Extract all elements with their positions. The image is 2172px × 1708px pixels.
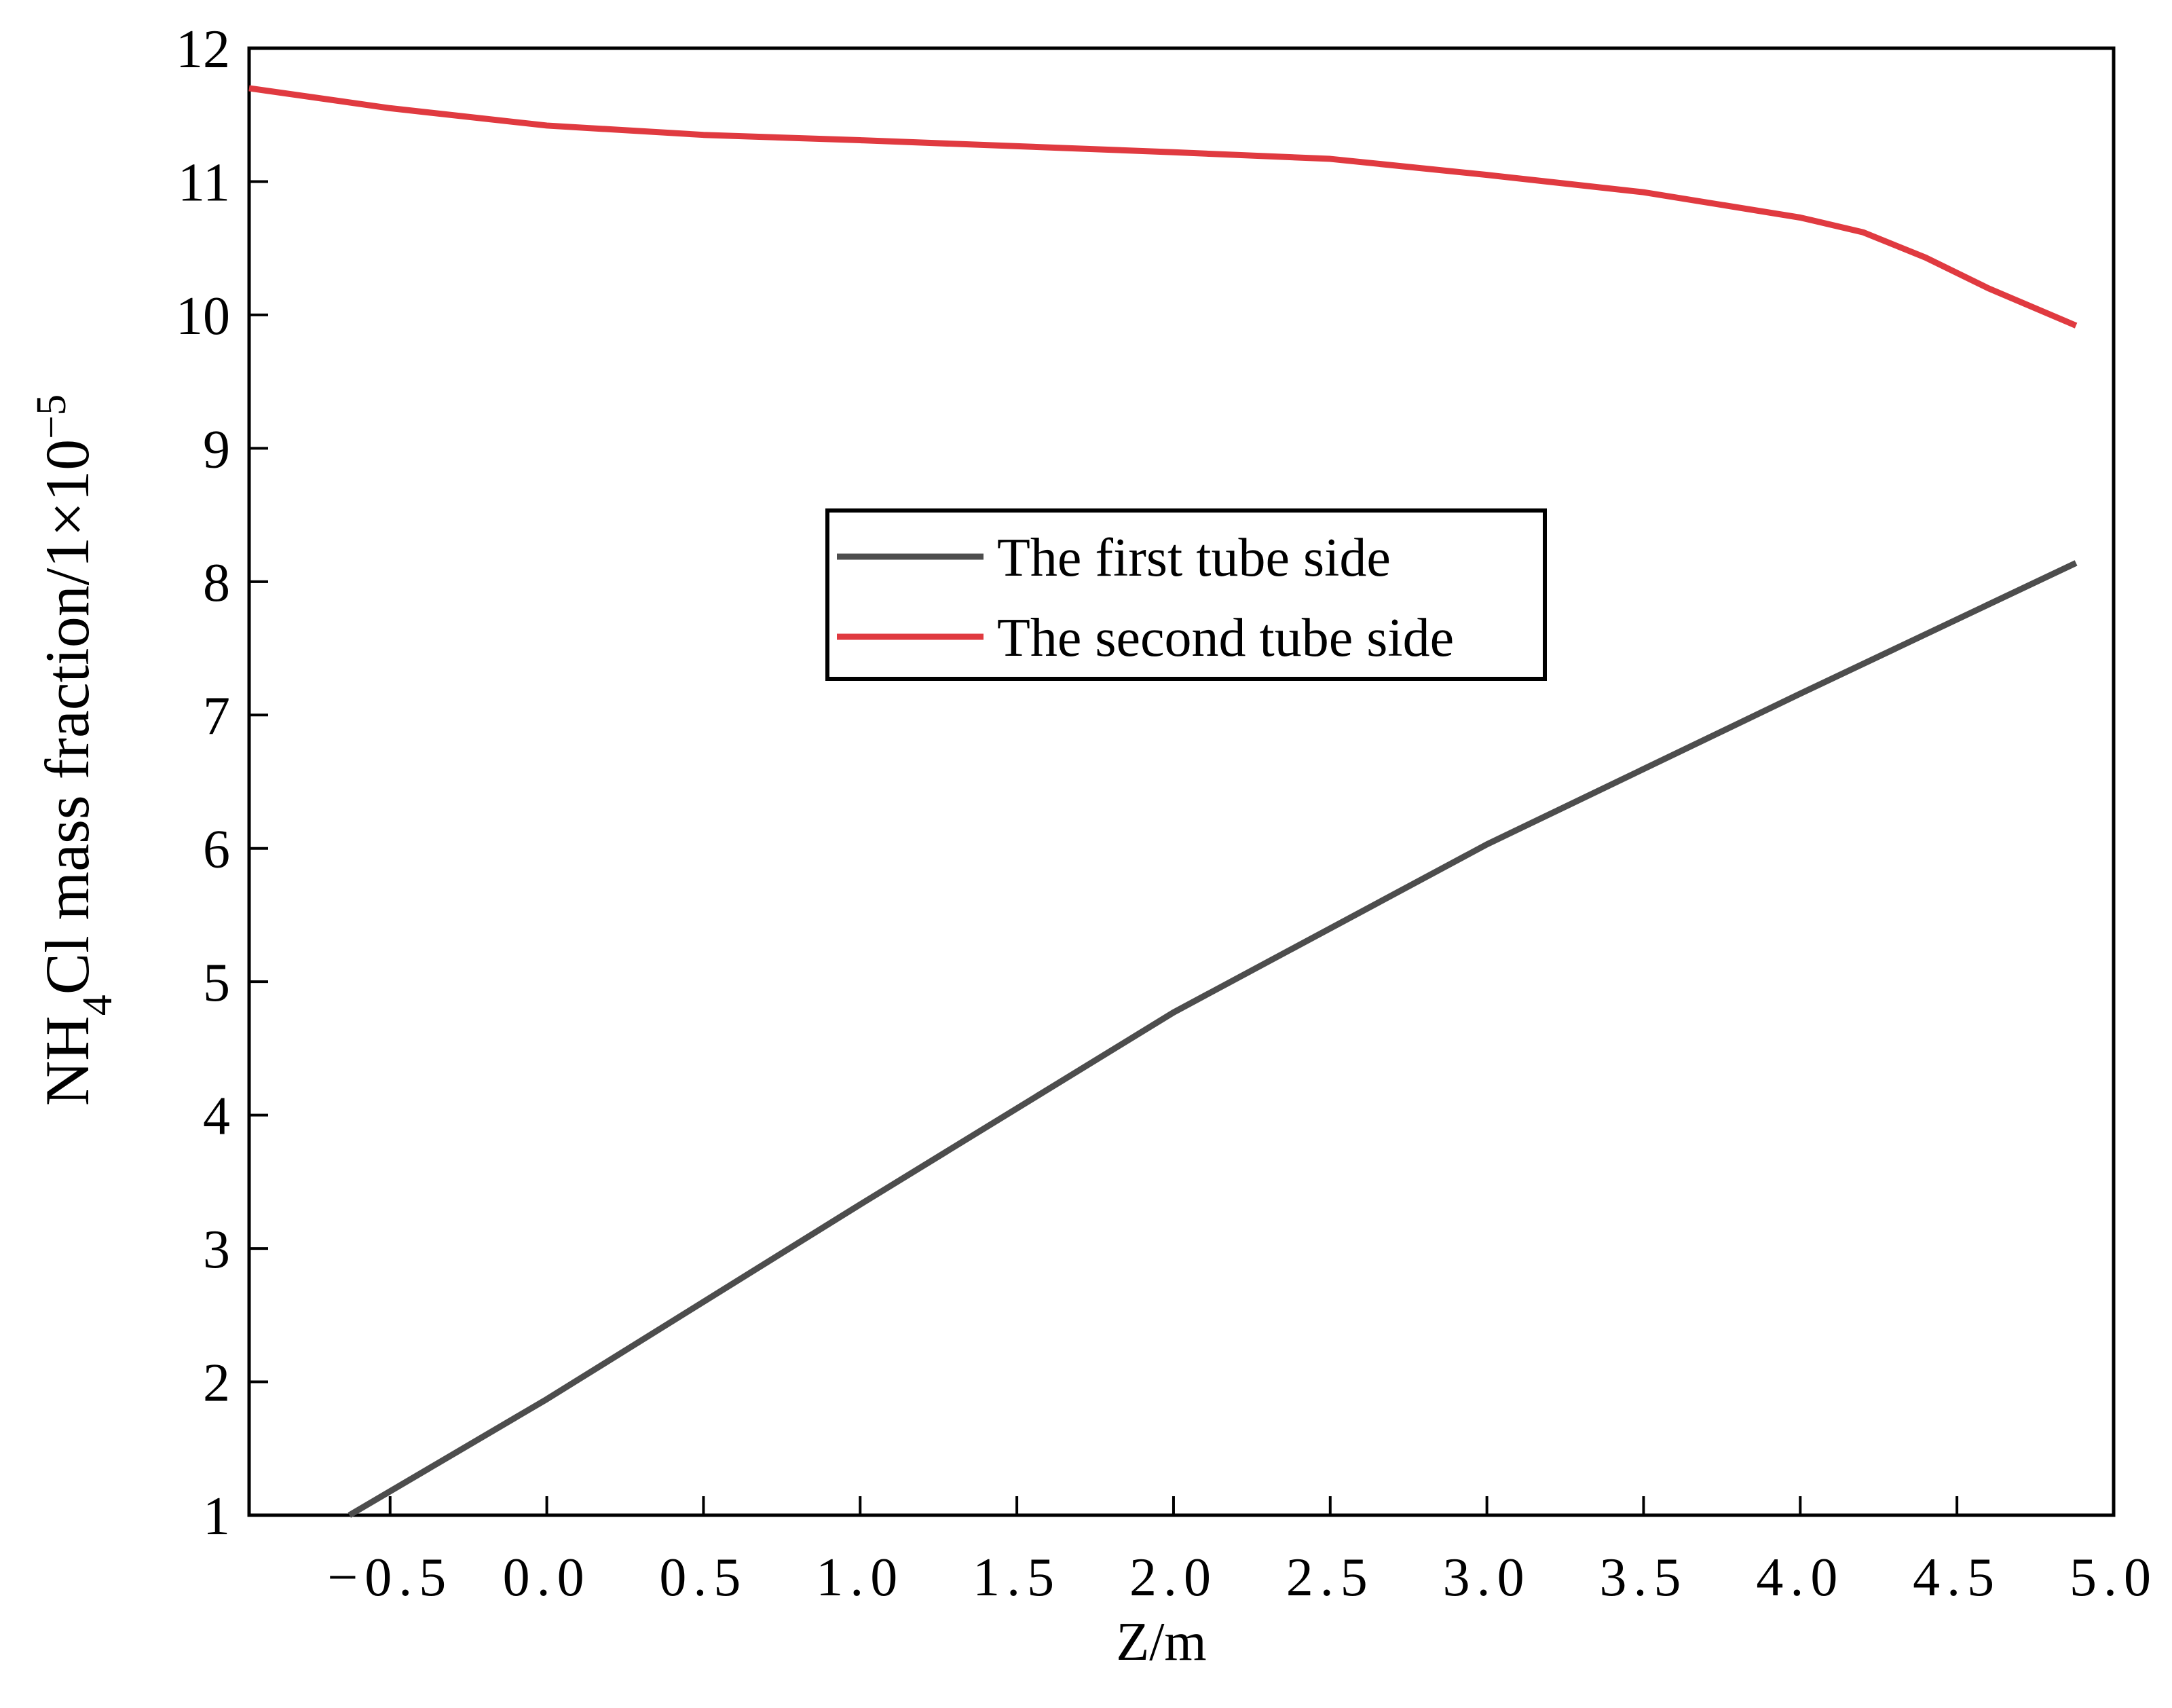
y-tick-label: 12 (176, 20, 230, 79)
x-tick-label: 4.5 (1913, 1548, 2001, 1608)
x-tick-label: 5.0 (2070, 1548, 2158, 1608)
y-tick-label: 7 (203, 686, 230, 746)
y-tick-label: 10 (176, 286, 230, 346)
legend-box (825, 508, 1547, 681)
y-axis-title-part: −5 (29, 394, 75, 439)
y-tick-label: 11 (178, 153, 230, 212)
y-axis-title-part: Cl mass fraction/1×10 (33, 439, 102, 995)
y-tick-label: 5 (203, 953, 230, 1013)
y-axis-title-part: NH (33, 1016, 102, 1106)
series-line (348, 560, 2078, 1518)
x-tick-label: 0.0 (503, 1548, 591, 1608)
plot-frame (247, 46, 2116, 1517)
x-tick-label: 4.0 (1756, 1548, 1844, 1608)
legend-label: The second tube side (997, 608, 1454, 668)
y-tick-label: 4 (203, 1087, 230, 1147)
y-tick-label: 2 (203, 1354, 230, 1413)
legend-label: The first tube side (997, 528, 1391, 588)
x-tick-label: 3.5 (1599, 1548, 1687, 1608)
y-tick-label: 1 (203, 1487, 230, 1546)
x-axis-title: Z/m (1116, 1612, 1206, 1672)
x-tick-label: 3.0 (1443, 1548, 1531, 1608)
y-tick-label: 3 (203, 1220, 230, 1280)
y-axis-title-part: 4 (75, 995, 121, 1016)
y-tick-label: 6 (203, 820, 230, 880)
y-axis-title: NH4Cl mass fraction/1×10−5 (29, 394, 121, 1106)
series-line (248, 85, 2078, 329)
x-tick-label: 2.5 (1286, 1548, 1374, 1608)
y-tick-label: 8 (203, 553, 230, 613)
x-tick-label: 1.0 (816, 1548, 904, 1608)
y-tick-label: 9 (203, 420, 230, 479)
x-tick-label: 0.5 (659, 1548, 747, 1608)
x-tick-label: 1.5 (973, 1548, 1061, 1608)
x-tick-label: 2.0 (1129, 1548, 1218, 1608)
x-tick-label: −0.5 (327, 1548, 453, 1608)
